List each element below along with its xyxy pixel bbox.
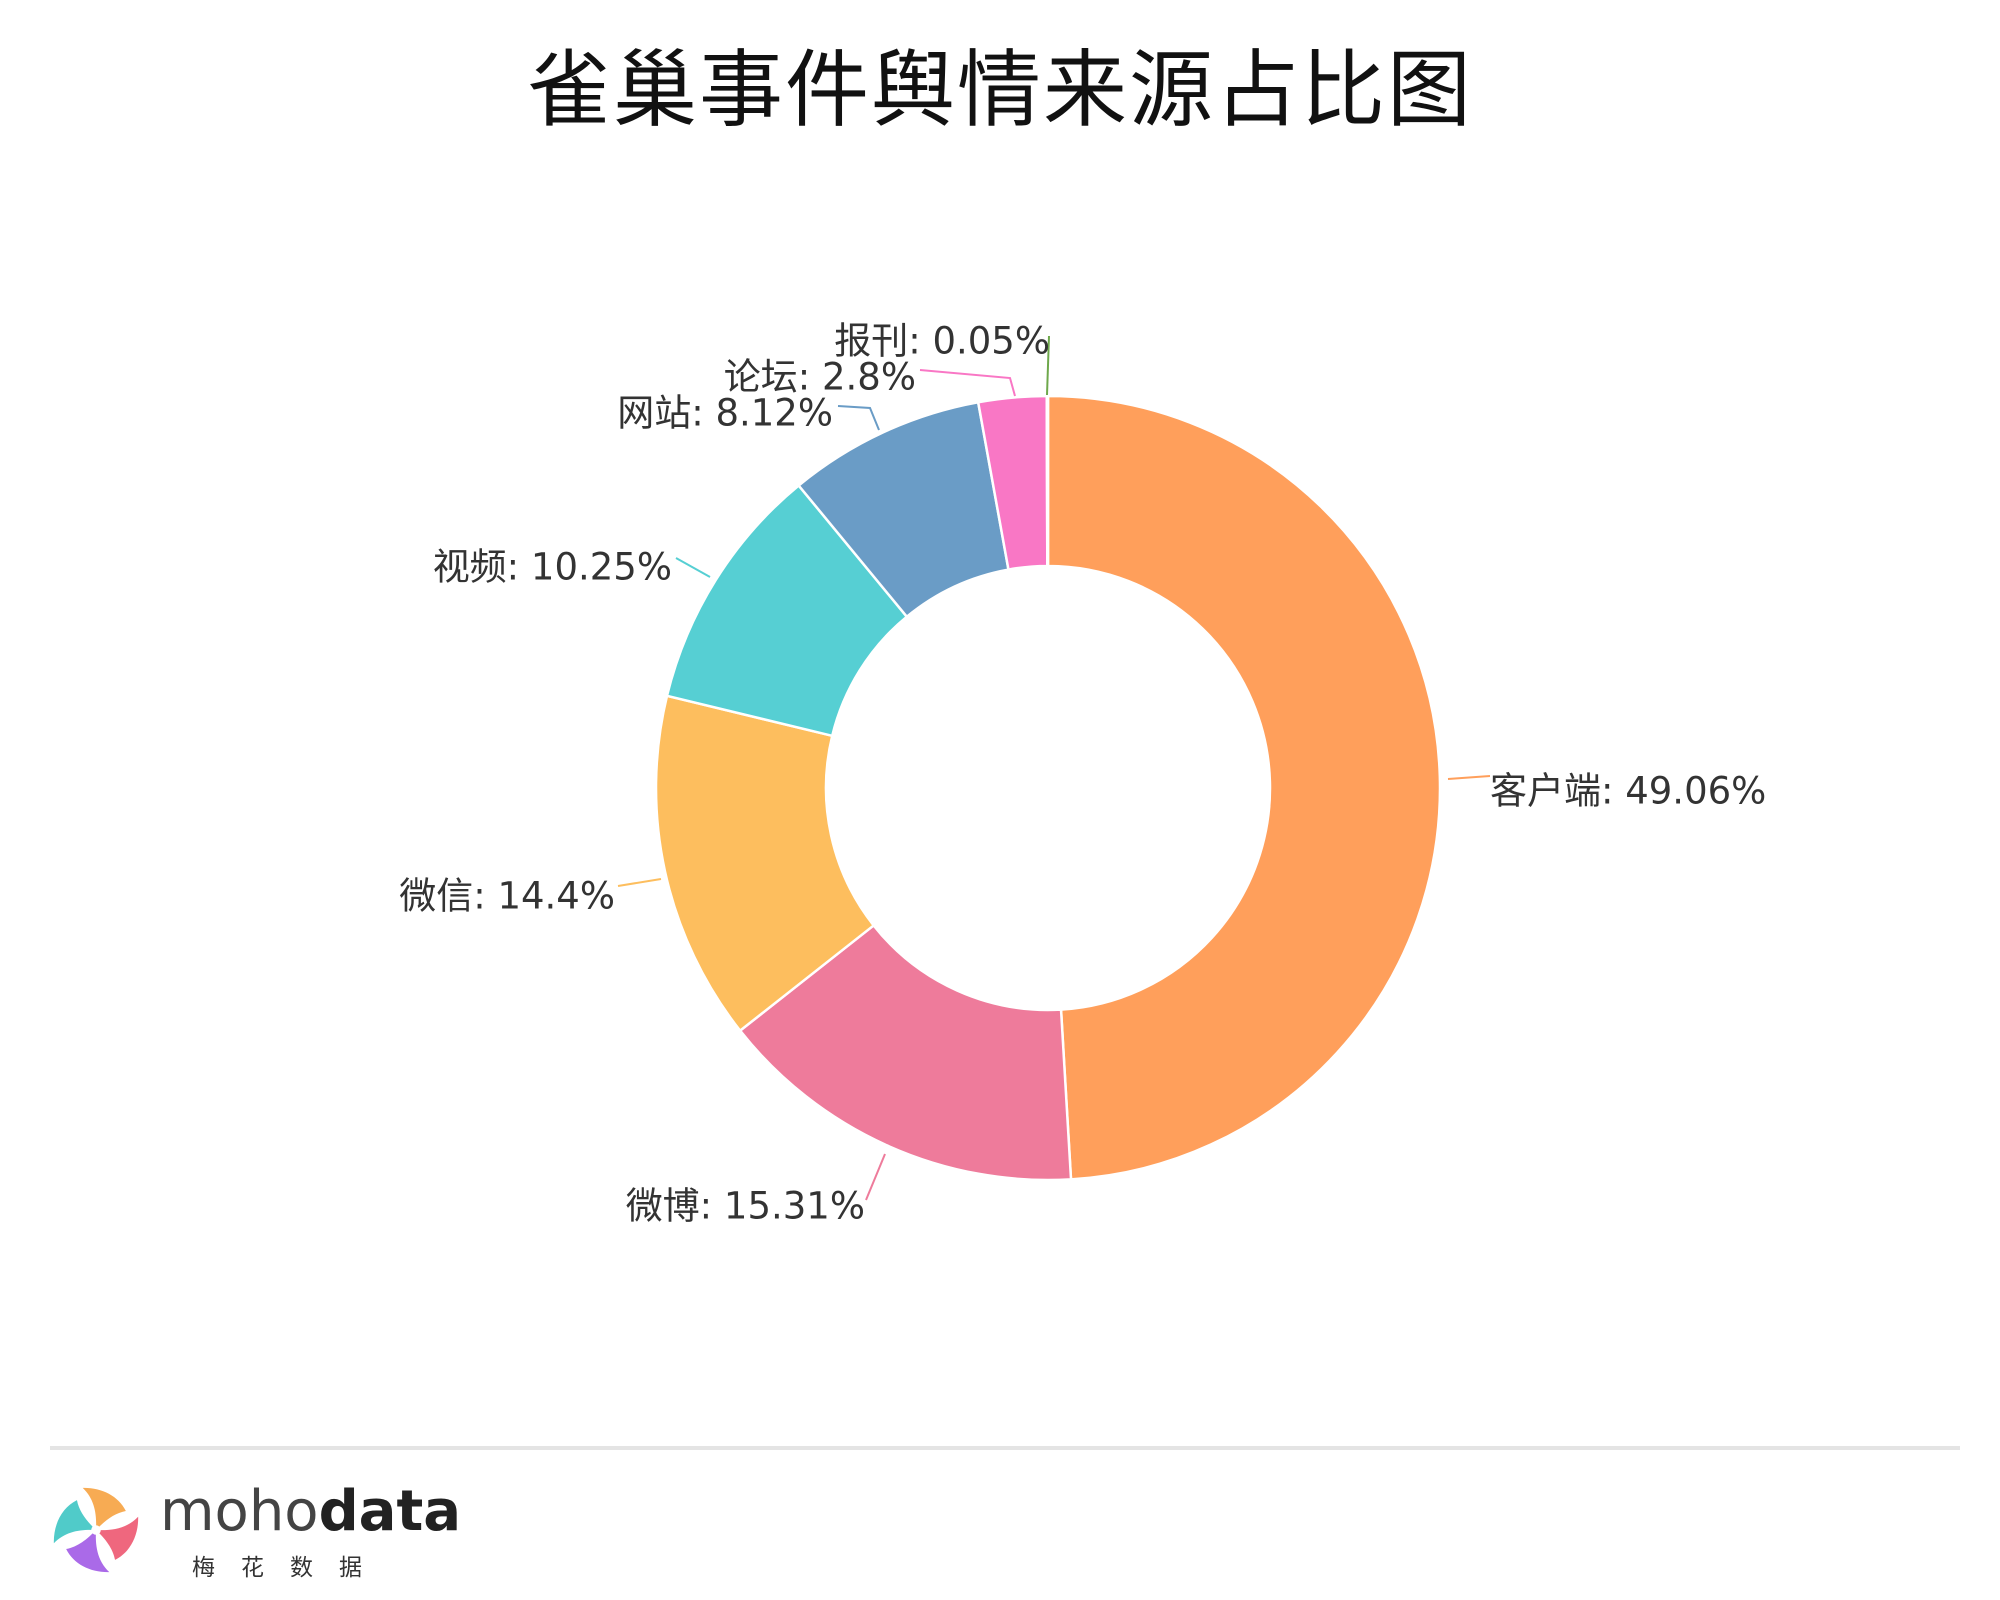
- label-leader-line: [617, 878, 662, 887]
- brand-wordmark: mohodata: [160, 1484, 461, 1540]
- label-leader-line: [675, 557, 711, 578]
- slice-label: 网站: 8.12%: [617, 392, 833, 435]
- donut-slice: [1045, 394, 1050, 568]
- slice-label: 论坛: 2.8%: [724, 356, 916, 399]
- label-leader-line: [1046, 335, 1050, 396]
- slice-label: 微信: 14.4%: [399, 875, 615, 918]
- logo-petal: [82, 1487, 126, 1530]
- footer-divider: [50, 1446, 1960, 1450]
- logo-petal: [66, 1530, 110, 1573]
- slice-label: 视频: 10.25%: [433, 546, 672, 589]
- label-leader-line: [919, 369, 1016, 397]
- donut-slice: [654, 694, 876, 1033]
- logo-center: [91, 1525, 101, 1535]
- donut-slice: [1046, 394, 1442, 1181]
- label-leader-lines: [617, 335, 1491, 1201]
- slice-label: 报刊: 0.05%: [834, 320, 1050, 363]
- slice-labels: 客户端: 49.06% 微博: 15.31% 微信: 14.4% 视频: 10.25%…: [399, 320, 1766, 1228]
- brand-wordmark-light: moho: [160, 1479, 319, 1544]
- label-leader-line: [837, 405, 880, 431]
- slice-label: 客户端: 49.06%: [1490, 770, 1766, 813]
- donut-slices: [654, 394, 1442, 1182]
- brand-wordmark-bold: data: [318, 1479, 462, 1544]
- label-leader-line: [865, 1153, 886, 1201]
- slice-label: 微博: 15.31%: [626, 1185, 865, 1228]
- logo-petal: [96, 1516, 139, 1560]
- label-leader-line: [1447, 775, 1491, 780]
- donut-slice: [738, 923, 1073, 1182]
- logo-petal: [53, 1500, 96, 1544]
- brand-subtitle: 梅花数据: [192, 1555, 388, 1581]
- pinwheel-logo-icon: [53, 1487, 139, 1573]
- chart-title: 雀巢事件舆情来源占比图: [526, 41, 1473, 139]
